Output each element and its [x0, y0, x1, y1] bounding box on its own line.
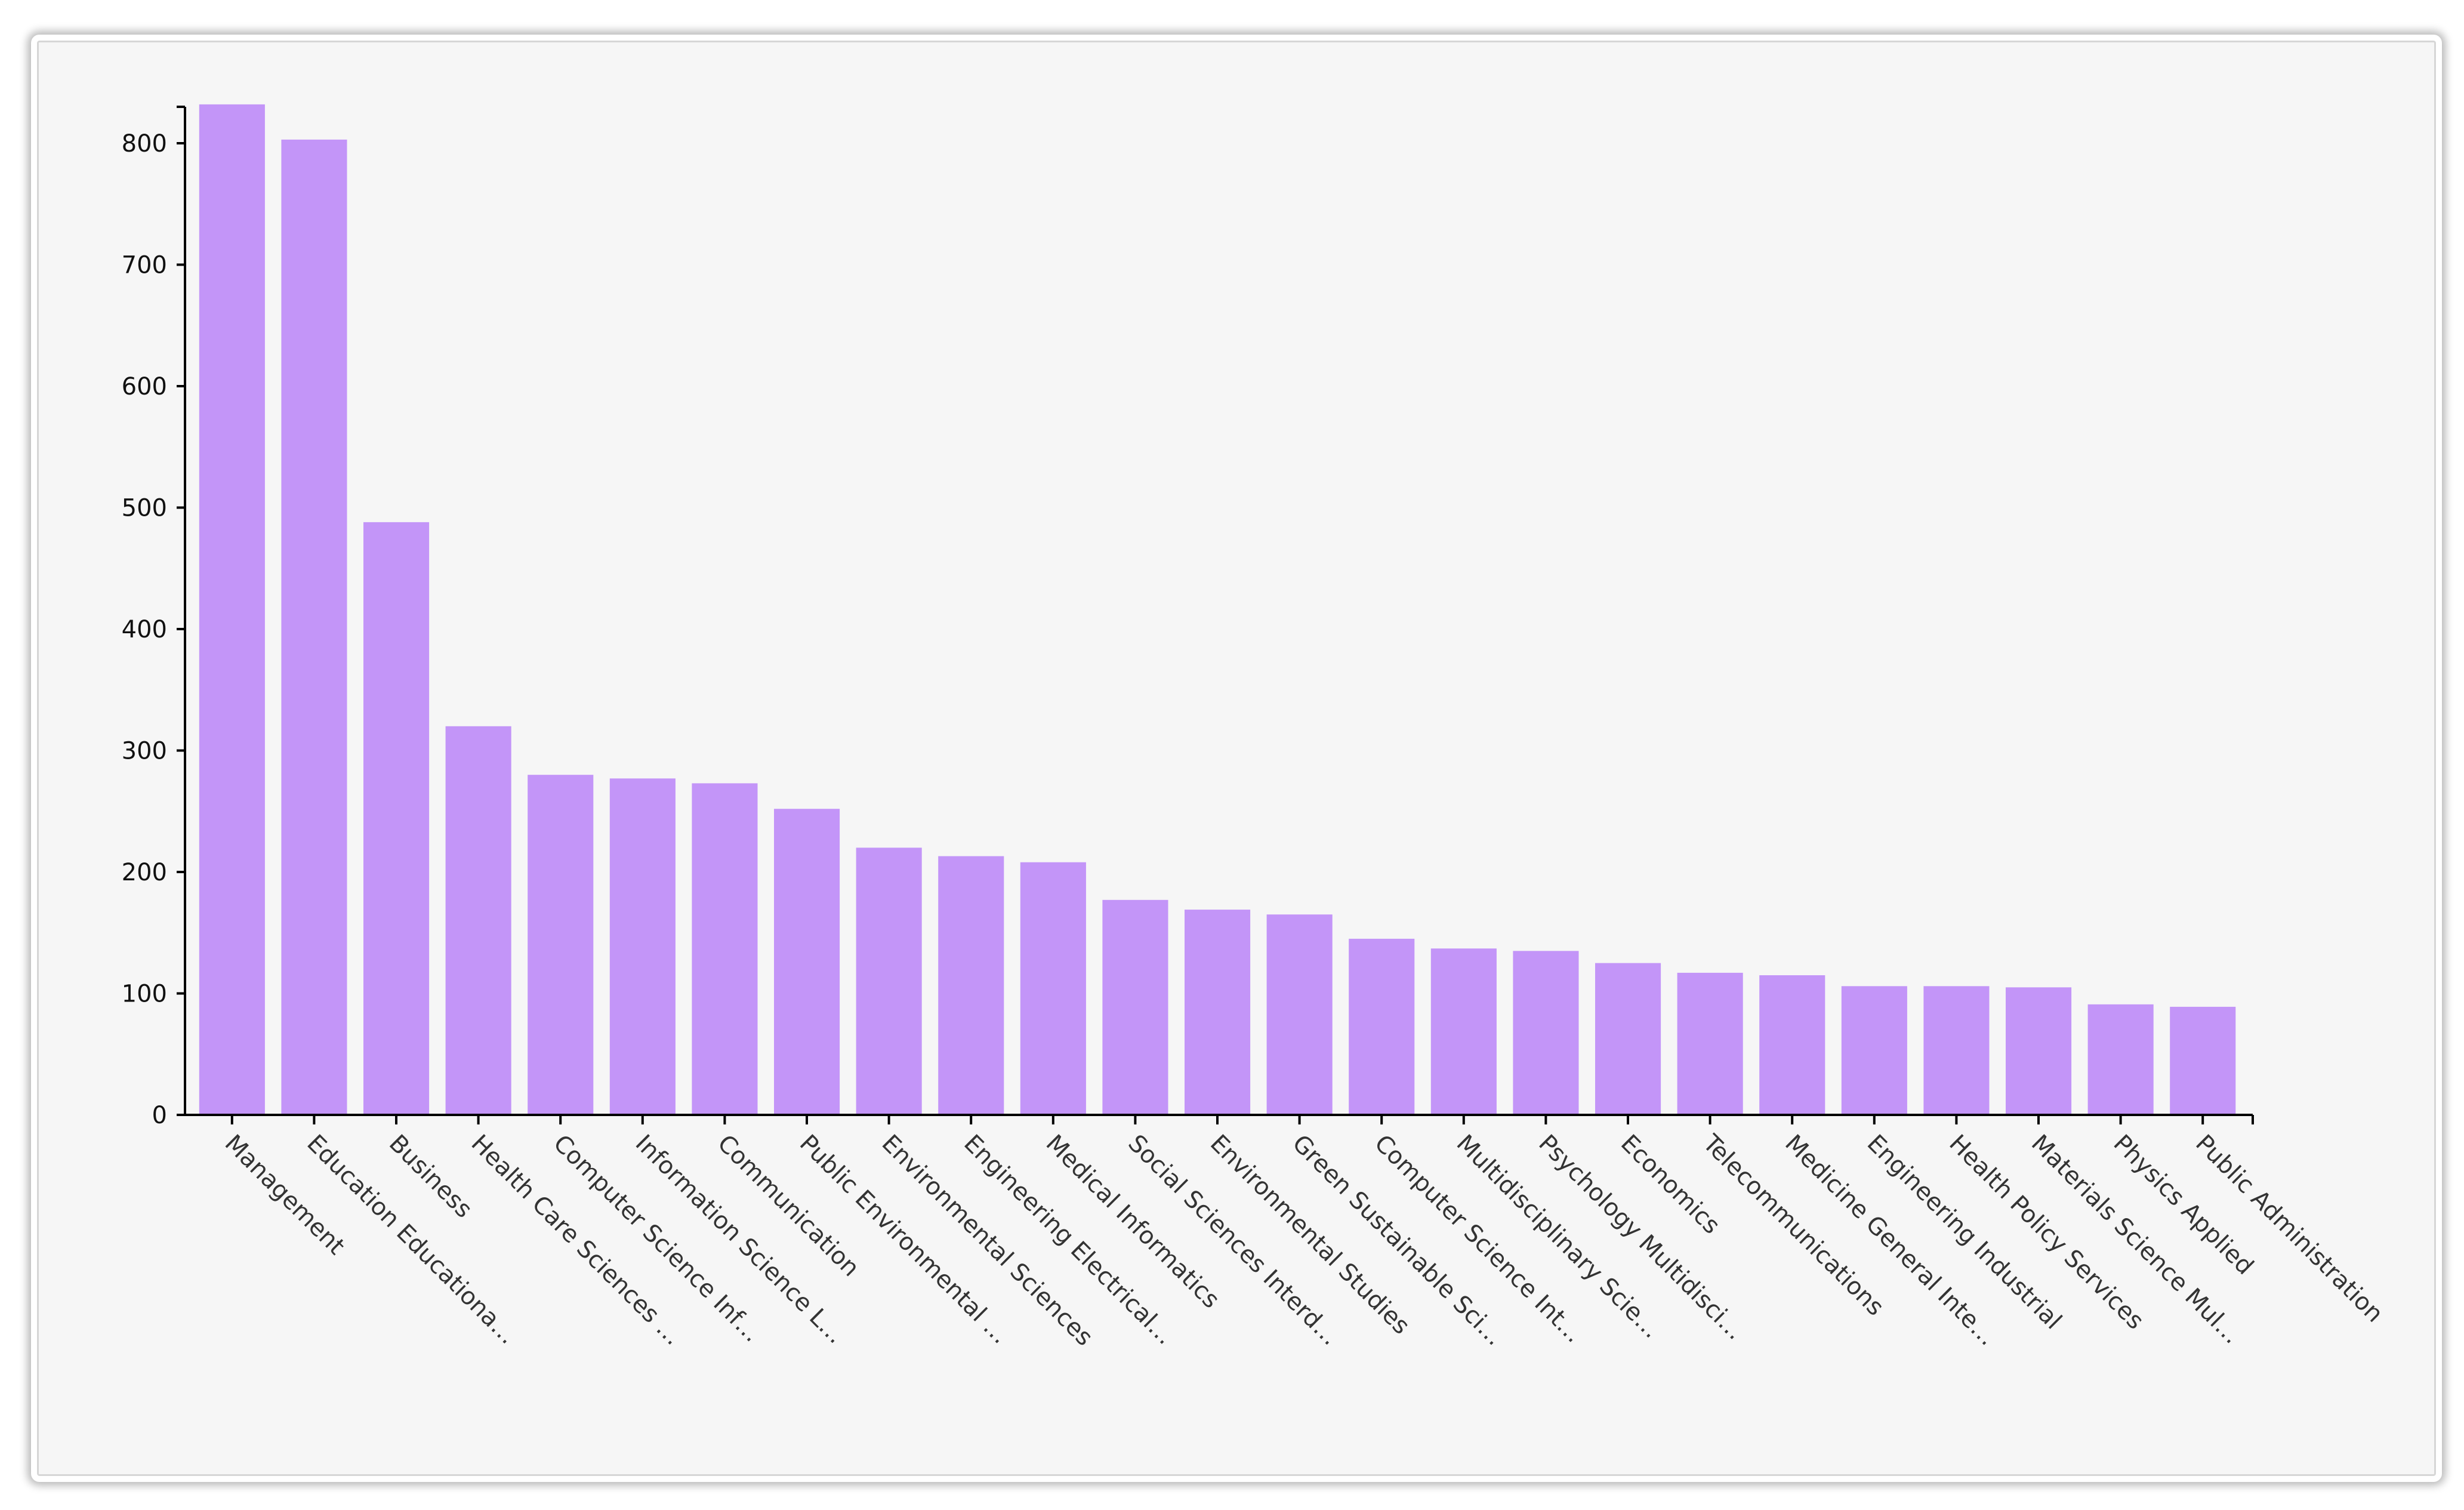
bar-6 — [609, 778, 676, 1115]
bar-15 — [1349, 938, 1415, 1115]
bar-24 — [2087, 1004, 2154, 1115]
bars-group — [199, 104, 2236, 1115]
y-tick-label-800: 800 — [122, 130, 167, 158]
bar-11 — [1020, 862, 1086, 1115]
chart-frame — [31, 35, 2442, 1482]
y-tick-label-300: 300 — [122, 738, 167, 765]
bar-16 — [1430, 948, 1497, 1115]
y-tick-label-500: 500 — [122, 495, 167, 522]
bar-5 — [528, 775, 594, 1115]
bar-7 — [692, 783, 758, 1115]
bar-21 — [1841, 986, 1907, 1115]
bar-4 — [445, 726, 511, 1115]
x-tick-label-24: Physics Applied — [2108, 1130, 2259, 1280]
y-tick-label-700: 700 — [122, 252, 167, 279]
x-tick-label-7: Communication — [712, 1130, 864, 1282]
bar-2 — [281, 139, 347, 1115]
y-axis: 0 100 200 300 400 500 600 700 800 — [122, 105, 186, 1129]
bar-17 — [1513, 951, 1579, 1115]
bar-8 — [774, 809, 840, 1115]
bar-18 — [1595, 963, 1661, 1115]
bar-9 — [856, 848, 922, 1115]
y-tick-label-0: 0 — [152, 1102, 167, 1129]
bar-12 — [1102, 899, 1168, 1115]
bar-1 — [199, 104, 265, 1115]
bar-14 — [1266, 914, 1333, 1115]
bar-10 — [938, 856, 1004, 1115]
y-tick-label-200: 200 — [122, 859, 167, 886]
bar-3 — [363, 522, 430, 1115]
bar-22 — [1923, 986, 1990, 1115]
bar-23 — [2006, 987, 2072, 1115]
bar-13 — [1185, 910, 1251, 1115]
bar-20 — [1759, 975, 1825, 1115]
y-tick-label-100: 100 — [122, 981, 167, 1008]
bar-19 — [1677, 972, 1743, 1115]
y-tick-label-600: 600 — [122, 373, 167, 400]
y-tick-label-400: 400 — [122, 616, 167, 643]
bar-25 — [2170, 1006, 2236, 1115]
